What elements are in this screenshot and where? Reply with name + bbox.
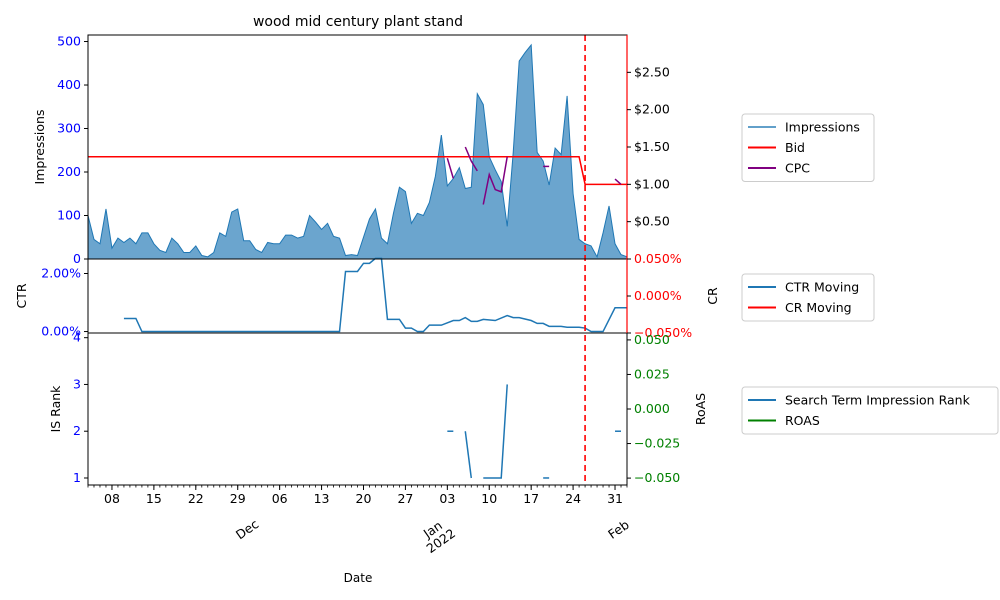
bid-axis-tick-label: $1.50	[634, 139, 670, 154]
bid-line	[88, 155, 627, 186]
roas-axis-tick-label: 0.050	[634, 332, 670, 347]
x-tick-label: 31	[607, 491, 623, 506]
x-month-label-line: Feb	[605, 517, 632, 542]
x-tick-label: 22	[188, 491, 204, 506]
is-rank-axis-tick-label: 4	[73, 330, 81, 345]
x-tick-label: 24	[565, 491, 581, 506]
roas-axis-tick-label: −0.050	[634, 470, 680, 485]
bid-axis-tick-label: $2.50	[634, 64, 670, 79]
impressions-axis-tick-label: 0	[73, 251, 81, 266]
is-rank-segment	[464, 431, 473, 479]
roas-axis-tick-label: 0.025	[634, 366, 670, 381]
x-tick-label: 06	[272, 491, 288, 506]
ctr-axis-label: CTR	[14, 283, 29, 308]
bid-axis-tick-label: $0.50	[634, 214, 670, 229]
bottom-legend-box	[741, 386, 999, 435]
x-tick-label: 03	[439, 491, 455, 506]
legend-layer: Impressions Bid CPC CTR Moving CR Moving Sear…	[741, 113, 999, 435]
x-month-label: Feb	[605, 517, 632, 542]
x-tick-label: 15	[146, 491, 162, 506]
is-rank-axis-tick-label: 1	[73, 470, 81, 485]
is-rank-axis-tick-label: 3	[73, 376, 81, 391]
is-rank-axis-label: IS Rank	[48, 385, 63, 433]
x-tick-label: 20	[356, 491, 372, 506]
impressions-axis-tick-label: 200	[57, 164, 81, 179]
legend-label: Search Term Impression Rank	[785, 393, 971, 408]
ctr-axis-tick-label: 2.00%	[41, 266, 81, 281]
cpc-segment	[482, 156, 508, 205]
middle-panel-frame	[87, 258, 628, 334]
x-month-label: Dec	[233, 516, 262, 542]
x-tick-label: 10	[481, 491, 497, 506]
impressions-axis-tick-label: 100	[57, 208, 81, 223]
middle-legend-box	[741, 273, 875, 322]
x-month-label-line: Dec	[233, 516, 262, 542]
legend-label: CPC	[785, 161, 810, 176]
legend-label: CTR Moving	[785, 280, 859, 295]
is-rank-axis-tick-label: 2	[73, 423, 81, 438]
is-rank-segment	[483, 384, 508, 479]
cr-axis-label: CR	[705, 287, 720, 305]
impressions-axis-tick-label: 400	[57, 77, 81, 92]
roas-axis-tick-label: −0.025	[634, 436, 680, 451]
legend-label: ROAS	[785, 413, 820, 428]
plot-layer: 0 100 200 300 400 500 $0.50 $1.00 $1.50 $2.00 $2.5…	[14, 34, 720, 557]
ctr-moving-line	[123, 257, 627, 333]
x-axis-label: Date	[344, 571, 373, 585]
impressions-axis-label: Impressions	[32, 110, 47, 185]
x-tick-label: 08	[104, 491, 120, 506]
x-tick-label: 17	[523, 491, 539, 506]
cpc-segment	[446, 157, 455, 179]
ctr-axis-tick-label: 0.00%	[41, 324, 81, 339]
cr-axis-tick-label: −0.050%	[634, 325, 692, 340]
bid-axis-tick-label: $1.00	[634, 176, 670, 191]
legend-label: Bid	[785, 140, 805, 155]
cr-axis-tick-label: 0.050%	[634, 251, 682, 266]
cr-axis-tick-label: 0.000%	[634, 288, 682, 303]
x-tick-label: 13	[314, 491, 330, 506]
impressions-axis-tick-label: 300	[57, 121, 81, 136]
cpc-segment	[614, 178, 622, 185]
top-legend-box	[741, 113, 875, 182]
legend-label: CR Moving	[785, 300, 852, 315]
impressions-area	[87, 43, 628, 260]
bottom-panel-frame	[87, 332, 628, 486]
x-tick-label: 29	[230, 491, 246, 506]
impressions-axis-tick-label: 500	[57, 34, 81, 49]
roas-axis-tick-label: 0.000	[634, 401, 670, 416]
bid-axis-tick-label: $2.00	[634, 102, 670, 117]
x-tick-label: 27	[397, 491, 413, 506]
roas-axis-label: RoAS	[693, 393, 708, 425]
cpc-segment	[464, 146, 478, 172]
chart-title: wood mid century plant stand	[253, 14, 463, 30]
legend-label: Impressions	[785, 120, 860, 135]
